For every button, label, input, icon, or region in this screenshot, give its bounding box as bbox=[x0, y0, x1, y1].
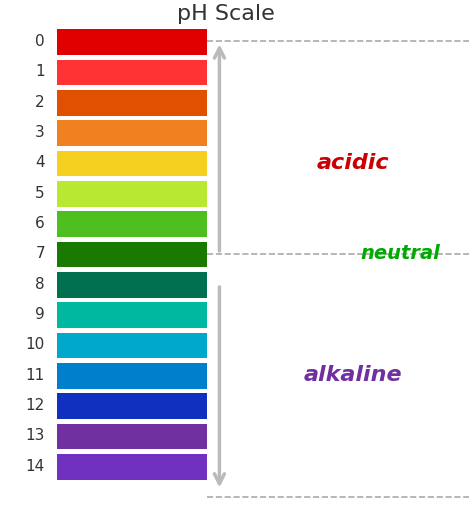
Text: alkaline: alkaline bbox=[304, 365, 403, 385]
Bar bbox=[57, 90, 207, 116]
Text: 6: 6 bbox=[35, 216, 45, 231]
Text: 4: 4 bbox=[35, 155, 45, 170]
Text: 5: 5 bbox=[35, 186, 45, 201]
Bar bbox=[57, 363, 207, 389]
Bar bbox=[57, 333, 207, 358]
Bar bbox=[57, 393, 207, 419]
Text: 10: 10 bbox=[26, 337, 45, 352]
Bar bbox=[57, 272, 207, 298]
Bar bbox=[57, 424, 207, 450]
Text: 11: 11 bbox=[26, 368, 45, 383]
Text: 7: 7 bbox=[35, 246, 45, 261]
Text: pH Scale: pH Scale bbox=[177, 4, 274, 24]
Text: 3: 3 bbox=[35, 125, 45, 140]
Text: 1: 1 bbox=[35, 64, 45, 79]
Bar bbox=[57, 242, 207, 268]
Bar bbox=[57, 151, 207, 176]
Text: 9: 9 bbox=[35, 307, 45, 322]
Text: 13: 13 bbox=[26, 428, 45, 443]
Text: neutral: neutral bbox=[360, 244, 440, 263]
Text: 8: 8 bbox=[35, 277, 45, 292]
Text: 2: 2 bbox=[35, 95, 45, 110]
Bar bbox=[57, 120, 207, 146]
Text: 14: 14 bbox=[26, 459, 45, 474]
Bar bbox=[57, 29, 207, 55]
Text: 12: 12 bbox=[26, 398, 45, 413]
Bar bbox=[57, 60, 207, 85]
Bar bbox=[57, 454, 207, 480]
Text: 0: 0 bbox=[35, 34, 45, 49]
Bar bbox=[57, 211, 207, 237]
Text: acidic: acidic bbox=[317, 153, 390, 173]
Bar bbox=[57, 302, 207, 328]
Bar bbox=[57, 181, 207, 207]
